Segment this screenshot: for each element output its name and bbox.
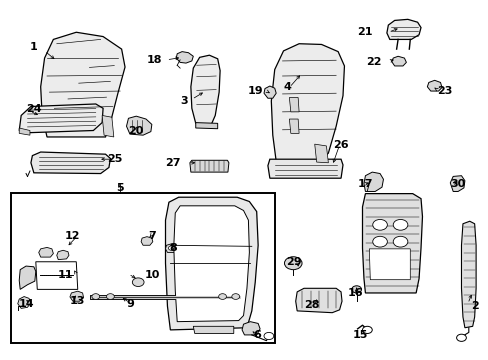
Polygon shape <box>102 116 114 137</box>
Polygon shape <box>173 206 249 321</box>
Circle shape <box>392 236 407 247</box>
Text: 11: 11 <box>57 270 73 280</box>
Polygon shape <box>19 128 30 135</box>
Polygon shape <box>39 247 53 257</box>
Polygon shape <box>314 144 328 163</box>
Polygon shape <box>57 250 69 260</box>
Circle shape <box>231 294 239 300</box>
Text: 4: 4 <box>283 82 291 92</box>
Polygon shape <box>271 44 344 163</box>
Text: 9: 9 <box>126 299 134 309</box>
Polygon shape <box>41 32 125 137</box>
Polygon shape <box>289 98 299 112</box>
Polygon shape <box>126 116 152 135</box>
Circle shape <box>362 326 371 333</box>
Text: 20: 20 <box>128 126 143 135</box>
Text: 5: 5 <box>116 183 124 193</box>
Text: 2: 2 <box>470 301 478 311</box>
Polygon shape <box>363 172 383 192</box>
Text: 27: 27 <box>164 158 180 168</box>
Text: 22: 22 <box>366 57 381 67</box>
Polygon shape <box>362 194 422 293</box>
Text: 24: 24 <box>26 104 41 114</box>
Polygon shape <box>295 288 341 313</box>
Polygon shape <box>165 244 177 252</box>
Polygon shape <box>449 176 464 192</box>
Polygon shape <box>193 326 233 333</box>
Polygon shape <box>189 160 228 172</box>
Polygon shape <box>18 297 31 309</box>
Text: 29: 29 <box>286 257 302 267</box>
Bar <box>11 193 274 343</box>
Text: 13: 13 <box>70 296 85 306</box>
Polygon shape <box>195 123 217 129</box>
Text: 23: 23 <box>436 86 451 96</box>
Text: 18: 18 <box>147 55 162 65</box>
Polygon shape <box>19 266 36 289</box>
Text: 15: 15 <box>352 330 367 340</box>
Text: 10: 10 <box>144 270 160 280</box>
Polygon shape <box>289 119 299 134</box>
Circle shape <box>392 220 407 230</box>
Text: 3: 3 <box>181 96 188 106</box>
Circle shape <box>106 294 114 300</box>
Text: 8: 8 <box>168 243 176 253</box>
Text: 1: 1 <box>29 42 37 52</box>
Text: 14: 14 <box>18 299 34 309</box>
Circle shape <box>456 334 466 341</box>
Text: 21: 21 <box>356 27 371 37</box>
Text: 28: 28 <box>304 300 319 310</box>
Polygon shape <box>461 221 475 328</box>
Polygon shape <box>19 104 103 133</box>
Polygon shape <box>267 159 342 178</box>
Text: 17: 17 <box>357 179 372 189</box>
Text: 16: 16 <box>347 288 363 298</box>
Circle shape <box>372 220 386 230</box>
Circle shape <box>372 236 386 247</box>
Text: 25: 25 <box>107 154 122 164</box>
Polygon shape <box>242 321 260 335</box>
Polygon shape <box>70 291 83 301</box>
Circle shape <box>351 286 361 293</box>
Circle shape <box>218 294 226 300</box>
Circle shape <box>92 294 100 300</box>
Polygon shape <box>190 55 220 125</box>
Text: 19: 19 <box>247 86 263 96</box>
Text: 26: 26 <box>332 140 348 150</box>
Polygon shape <box>391 56 406 66</box>
Polygon shape <box>141 237 153 245</box>
Polygon shape <box>427 80 441 91</box>
Text: 7: 7 <box>148 231 155 240</box>
Circle shape <box>264 332 273 339</box>
Text: 12: 12 <box>65 231 81 240</box>
Polygon shape <box>386 19 420 40</box>
Text: 30: 30 <box>449 179 465 189</box>
Circle shape <box>132 278 144 287</box>
Polygon shape <box>165 197 258 330</box>
Polygon shape <box>264 86 276 98</box>
Text: 6: 6 <box>253 330 261 340</box>
Polygon shape <box>176 51 193 63</box>
Polygon shape <box>31 152 110 174</box>
Polygon shape <box>368 249 409 280</box>
Circle shape <box>168 246 174 250</box>
Circle shape <box>284 257 302 270</box>
